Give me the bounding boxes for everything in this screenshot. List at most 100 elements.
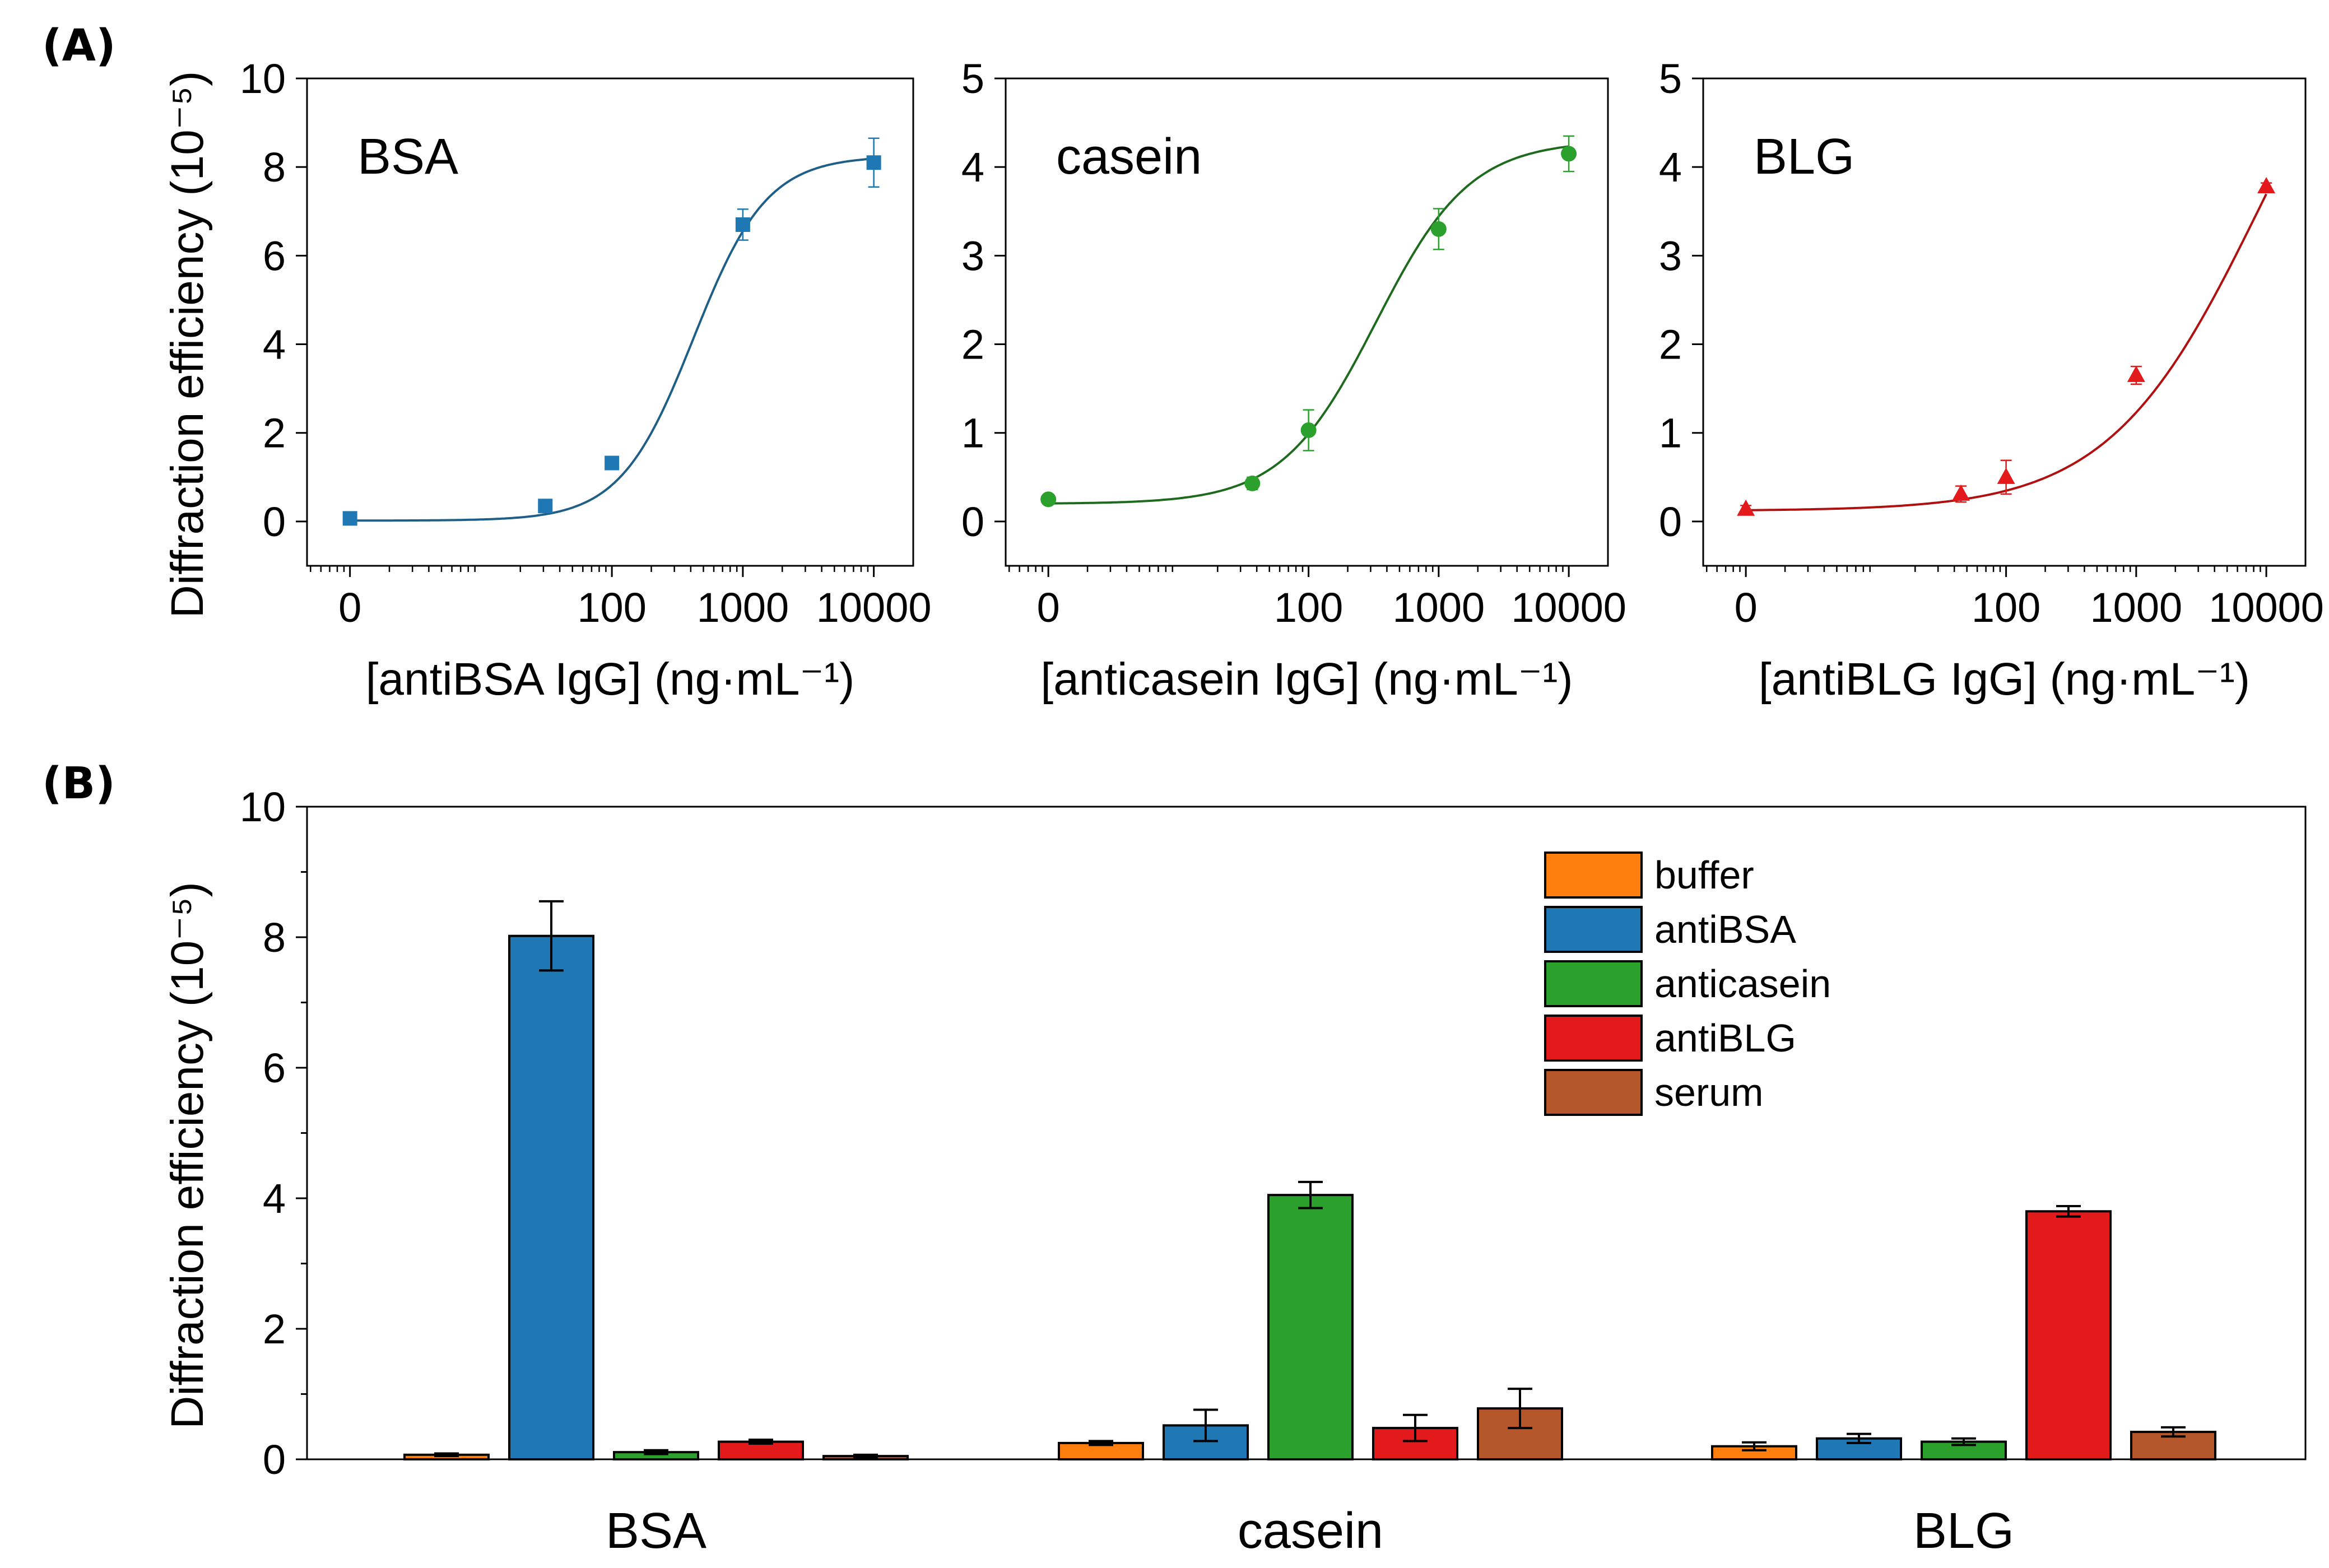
blg-plot-frame: [1702, 77, 2307, 567]
blg-y-tick-label: 1: [1659, 410, 1682, 457]
blg-y-tick-label: 3: [1659, 232, 1682, 279]
casein-dose-response-plot: 0 1 2 3 4 5 0 100 1000 10000 [anticasein IgG] (ng·…: [961, 55, 1626, 705]
bsa-data-point: [538, 499, 553, 514]
blg-data-point: [1737, 499, 1755, 516]
panel-b-label: (B): [42, 759, 115, 809]
casein-y-tick-label: 2: [961, 322, 984, 368]
blg-data-point: [2257, 176, 2276, 193]
casein-data-point: [1040, 491, 1057, 508]
bar-error-bar: [853, 1453, 878, 1459]
legend-label-antiblg: antiBLG: [1654, 1016, 1796, 1060]
bar-y-tick-label: 2: [263, 1306, 286, 1352]
bar-error-bar: [1951, 1437, 1976, 1446]
casein-plot-frame: [1005, 77, 1609, 567]
category-label-casein: casein: [1238, 1503, 1383, 1559]
blg-data-point: [1952, 484, 1970, 501]
bsa-data-point: [866, 155, 881, 170]
casein-x-tick-label: 10000: [1511, 584, 1626, 631]
legend-label-buffer: buffer: [1654, 853, 1754, 897]
legend-label-anticasein: anticasein: [1654, 962, 1831, 1006]
blg-data-point: [1997, 467, 2015, 484]
bsa-data-point: [605, 455, 620, 471]
blg-y-tick-label: 4: [1659, 144, 1682, 190]
casein-y-tick-label: 5: [961, 55, 984, 102]
bar-error-bar: [749, 1439, 773, 1445]
casein-data-point: [1300, 422, 1317, 438]
selectivity-bar-chart: 0 2 4 6 8 10 Diffraction efficiency (10⁻⁵) BSA c…: [162, 784, 2307, 1559]
bar-y-tick-label: 0: [263, 1436, 286, 1483]
blg-x-tick-label: 10000: [2209, 584, 2324, 631]
blg-x-tick-label: 1000: [2090, 584, 2183, 631]
casein-y-tick-label: 3: [961, 232, 984, 279]
bar-error-bar: [1298, 1180, 1323, 1209]
casein-data-point: [1430, 221, 1447, 237]
blg-y-tick-label: 0: [1659, 499, 1682, 545]
bar-blg-antiblg: [2025, 1210, 2112, 1461]
bar-error-bar: [2161, 1426, 2186, 1438]
bsa-plot-frame: [306, 77, 914, 567]
blg-dose-response-plot: 0 1 2 3 4 5 0 100 1000 10000 [antiBLG IgG] (ng·mL⁻…: [1659, 55, 2324, 705]
blg-annotation: BLG: [1754, 129, 1854, 185]
legend-label-serum: serum: [1654, 1071, 1763, 1114]
bsa-y-tick-label: 0: [263, 499, 286, 545]
bsa-y-tick-label: 6: [263, 232, 286, 279]
blg-x-tick-label: 0: [1735, 584, 1758, 631]
bar-error-bar: [1742, 1441, 1766, 1451]
bar-error-bar: [1193, 1408, 1218, 1443]
bar-y-tick-label: 8: [263, 914, 286, 961]
legend-swatch-antibsa: [1544, 906, 1643, 953]
legend-swatch-antiblg: [1544, 1015, 1643, 1062]
bsa-y-tick-label: 4: [263, 322, 286, 368]
blg-y-tick-label: 5: [1659, 55, 1682, 102]
bar-error-bar: [1089, 1440, 1113, 1446]
bsa-data-point: [735, 217, 750, 232]
bar-y-tick-label: 4: [263, 1175, 286, 1222]
bsa-x-tick-label: 10000: [816, 584, 932, 631]
category-label-bsa: BSA: [606, 1503, 706, 1559]
bar-error-bar: [539, 900, 564, 972]
bsa-x-tick-label: 100: [577, 584, 646, 631]
category-label-blg: BLG: [1913, 1503, 2014, 1559]
casein-y-tick-label: 0: [961, 499, 984, 545]
bsa-fit-curve: [350, 157, 874, 522]
blg-x-tick-label: 100: [1972, 584, 2040, 631]
bsa-y-tick-label: 8: [263, 144, 286, 190]
casein-annotation: casein: [1056, 129, 1202, 185]
casein-x-tick-label: 1000: [1393, 584, 1485, 631]
legend-swatch-buffer: [1544, 852, 1643, 899]
bar-casein-anticasein: [1267, 1194, 1354, 1461]
bsa-data-point: [342, 511, 357, 526]
casein-y-tick-label: 1: [961, 410, 984, 457]
casein-x-tick-label: 0: [1037, 584, 1060, 631]
bar-error-bar: [644, 1449, 668, 1455]
bsa-y-tick-label: 2: [263, 410, 286, 457]
bar-error-bar: [1847, 1432, 1871, 1444]
bsa-x-axis-title: [antiBSA IgG] (ng·mL⁻¹): [366, 654, 855, 705]
bar-error-bar: [1508, 1388, 1532, 1430]
bsa-x-tick-label: 1000: [697, 584, 789, 631]
bsa-y-axis-title: Diffraction efficiency (10⁻⁵): [162, 71, 213, 618]
legend-swatch-serum: [1544, 1069, 1643, 1116]
bar-bsa-antibsa: [508, 934, 594, 1461]
blg-x-axis-title: [antiBLG IgG] (ng·mL⁻¹): [1759, 654, 2250, 705]
casein-x-tick-label: 100: [1274, 584, 1343, 631]
bsa-x-tick-label: 0: [338, 584, 361, 631]
bar-error-bar: [434, 1452, 459, 1458]
casein-y-tick-label: 4: [961, 144, 984, 190]
bar-y-tick-label: 6: [263, 1045, 286, 1091]
bar-legend: buffer antiBSA anticasein antiBLG serum: [1544, 852, 1831, 1116]
bsa-annotation: BSA: [357, 129, 458, 185]
casein-data-point: [1561, 146, 1577, 162]
bsa-y-tick-label: 10: [240, 55, 286, 102]
bar-y-axis-title: Diffraction efficiency (10⁻⁵): [162, 882, 213, 1429]
bar-error-bar: [1403, 1413, 1428, 1443]
panel-a-label: (A): [42, 21, 116, 71]
casein-x-axis-title: [anticasein IgG] (ng·mL⁻¹): [1040, 654, 1573, 705]
blg-data-point: [2127, 365, 2145, 382]
bar-blg-antibsa: [1816, 1437, 1902, 1460]
legend-swatch-anticasein: [1544, 960, 1643, 1007]
blg-y-tick-label: 2: [1659, 322, 1682, 368]
bar-casein-buffer: [1058, 1441, 1144, 1460]
